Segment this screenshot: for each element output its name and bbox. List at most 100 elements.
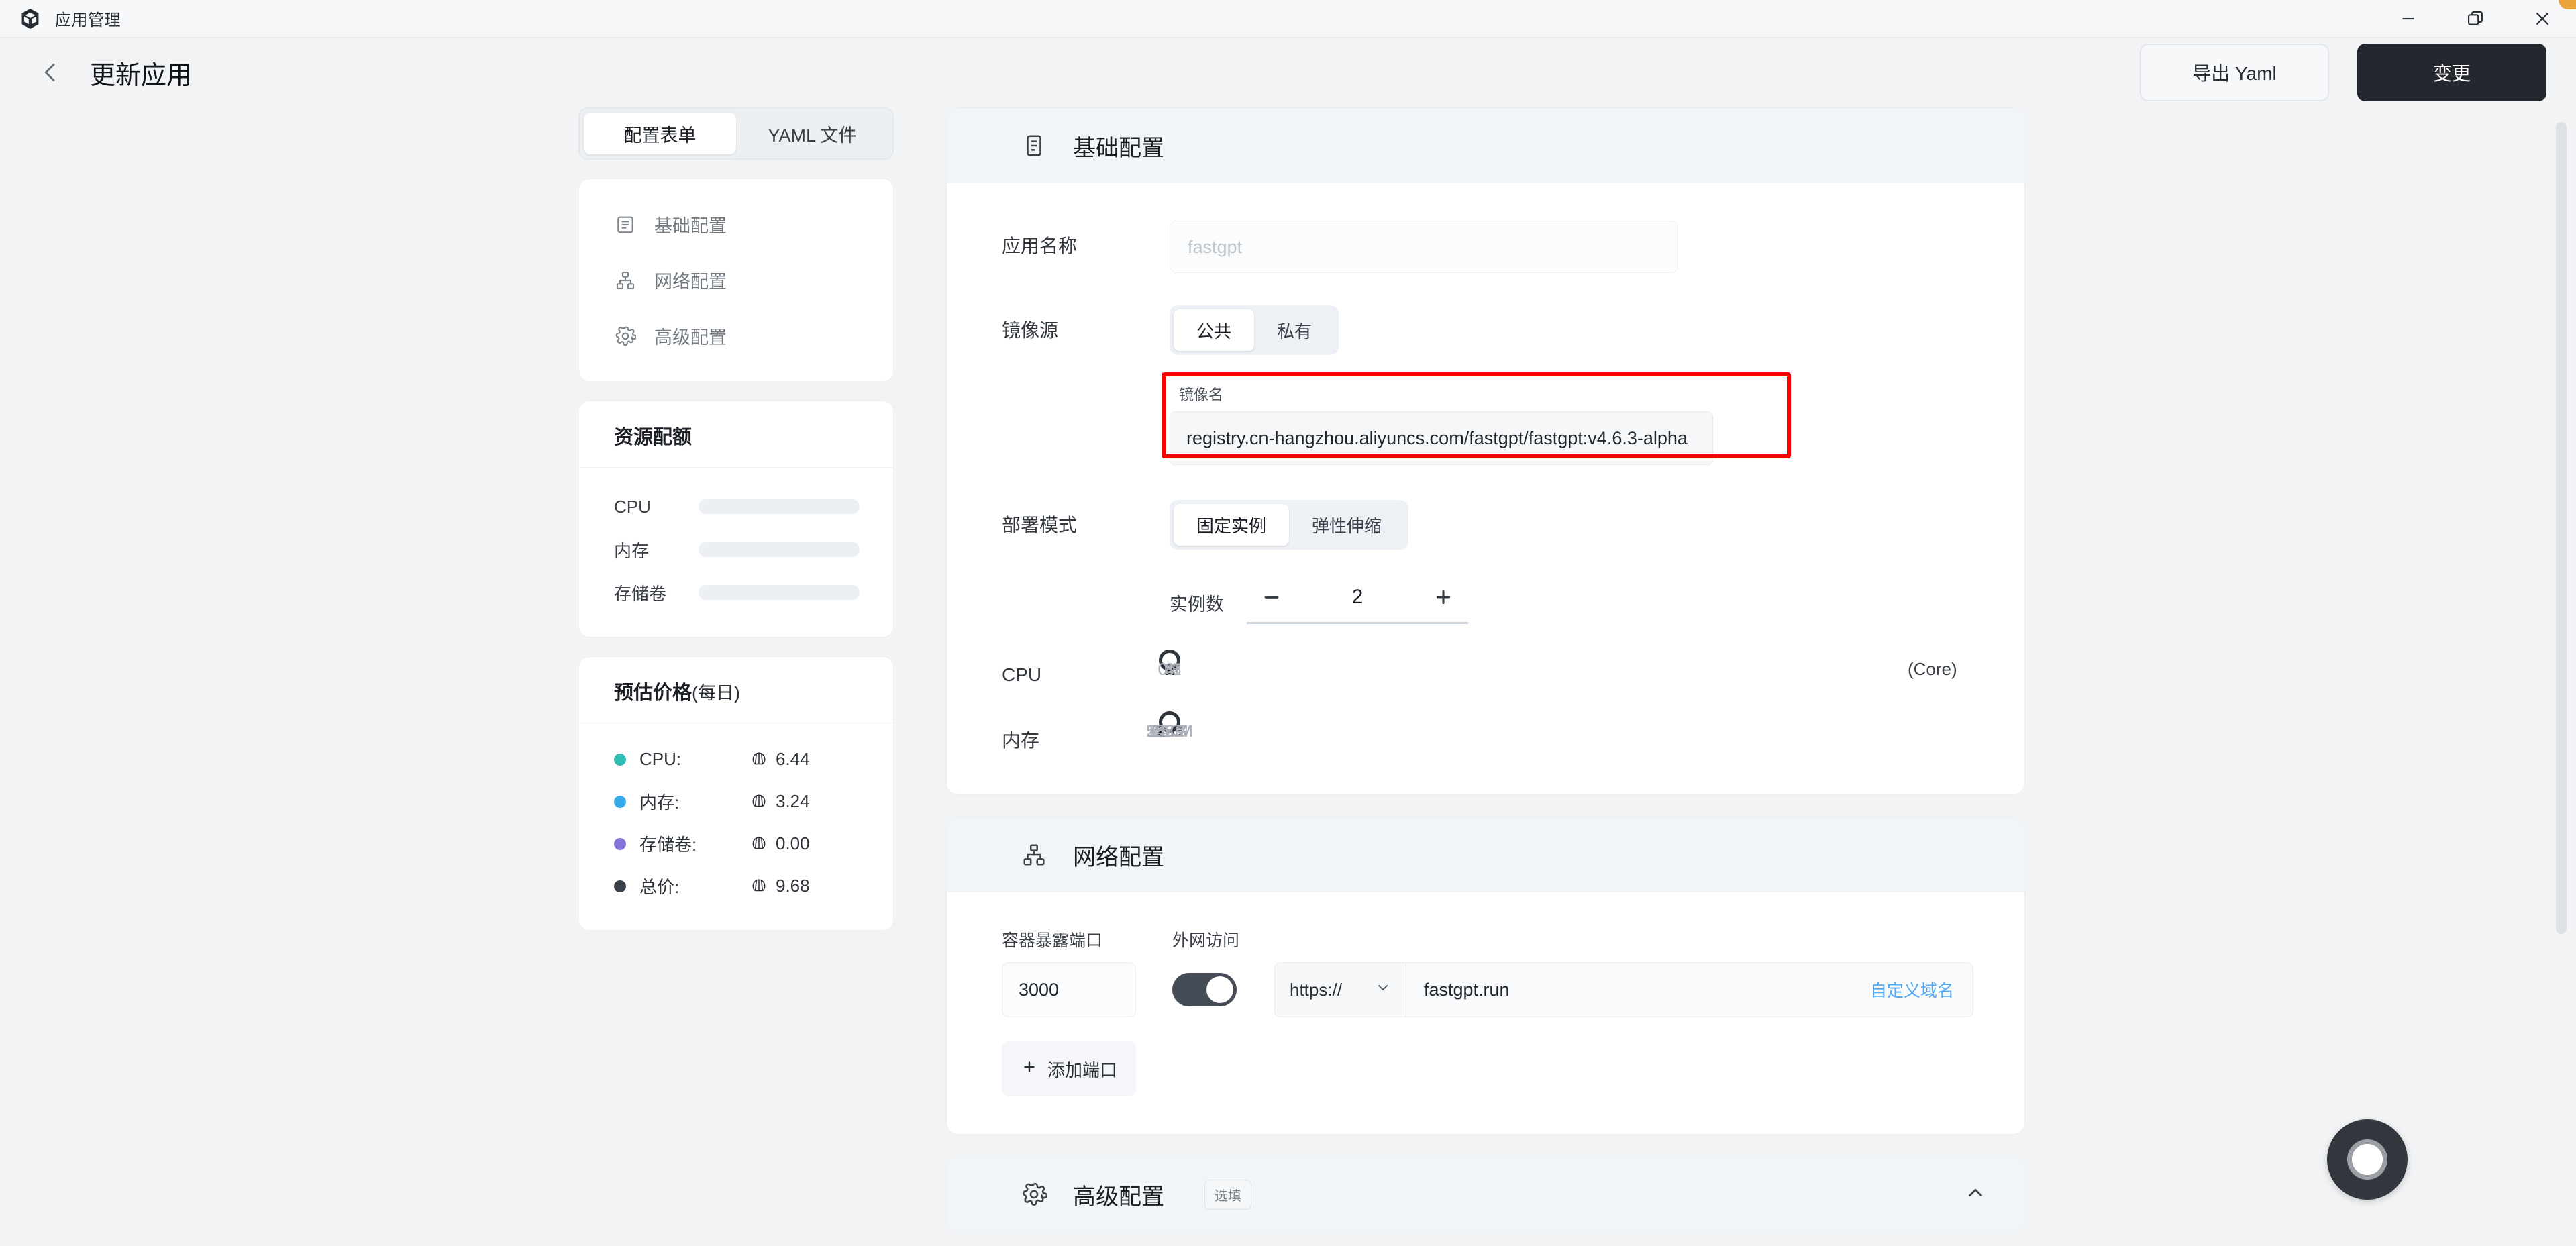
minimize-button[interactable] [2375,0,2442,38]
slider-tick-label[interactable]: 8 [1165,660,1174,679]
slider-tick-label[interactable]: 512 M [1146,722,1193,741]
apply-change-button[interactable]: 变更 [2357,44,2546,101]
deploy-mode-elastic[interactable]: 弹性伸缩 [1312,515,1382,536]
memory-slider-thumb[interactable] [1159,711,1180,733]
deploy-mode-fixed[interactable]: 固定实例 [1174,504,1290,546]
quota-label: 存储卷 [614,583,667,604]
gear-icon [614,325,637,348]
deploy-mode-segmented: 固定实例 弹性伸缩 [1170,500,1409,550]
header-actions: 导出 Yaml 变更 [2140,44,2546,101]
estimated-price-card: 预估价格(每日) CPU: 6.44 内存: [578,656,894,931]
instance-count-row: 实例数 2 [947,582,2024,624]
protocol-select[interactable]: https:// [1275,963,1406,1017]
slider-tick-label[interactable]: 64 M [1151,722,1188,741]
form-mode-tabs: 配置表单 YAML 文件 [578,107,894,160]
container-port-label: 容器暴露端口 [1002,931,1103,950]
slider-tick-label[interactable]: 128 M [1146,722,1193,741]
instance-count-label: 实例数 [1170,594,1224,615]
slider-tick-label[interactable]: 8 G [1155,722,1184,741]
public-access-label: 外网访问 [1172,931,1240,950]
cpu-slider-thumb[interactable] [1159,650,1180,671]
quota-label: CPU [614,496,651,517]
close-button[interactable] [2509,0,2576,38]
slider-tick-label[interactable]: 0.2 [1157,660,1182,679]
plus-icon[interactable] [1428,582,1459,613]
slider-tick-label[interactable]: 1 [1165,660,1174,679]
slider-tick-label[interactable]: 0.5 [1157,660,1182,679]
memory-slider-label: 内存 [1002,730,1040,751]
public-host-input[interactable]: fastgpt.run [1406,963,1870,1017]
tab-yaml-file[interactable]: YAML 文件 [768,125,857,146]
price-label: 内存: [639,792,680,813]
basic-config-title: 基础配置 [1073,135,1164,161]
price-dot [614,795,626,808]
add-port-label: 添加端口 [1047,1059,1117,1080]
container-port-input[interactable]: 3000 [1002,962,1136,1017]
chevron-up-icon[interactable] [1964,1182,1987,1208]
add-port-button[interactable]: 添加端口 [1002,1041,1136,1096]
app-name-input[interactable]: fastgpt [1170,221,1678,273]
sidebar-item-network-config[interactable]: 网络配置 [579,252,893,308]
price-row: 存储卷: 0.00 [614,823,860,865]
slider-tick-label[interactable]: 4 G [1155,722,1184,741]
estimated-price-body: CPU: 6.44 内存: 3.24 [579,723,893,930]
protocol-value: https:// [1290,979,1343,1000]
image-name-group: 镜像名 registry.cn-hangzhou.aliyuncs.com/fa… [947,372,2024,465]
left-sidebar: 配置表单 YAML 文件 基础配置 网络配置 [578,107,894,1246]
resource-quota-card: 资源配额 CPU 内存 存储卷 [578,401,894,637]
slider-tick-label[interactable]: 2 [1165,660,1174,679]
slider-tick-label[interactable]: 16 G [1151,722,1188,741]
price-value-group: 9.68 [750,876,810,896]
instance-count-value[interactable]: 2 [1351,586,1363,608]
window-titlebar: 应用管理 [0,0,2576,38]
price-amount: 3.24 [776,791,810,811]
cursor-ring-inner [2347,1139,2387,1180]
export-yaml-button[interactable]: 导出 Yaml [2140,44,2329,101]
network-nodes-icon [1021,841,1047,868]
price-row: 总价: 9.68 [614,865,860,907]
sidebar-item-advanced-config[interactable]: 高级配置 [579,308,893,364]
restore-button[interactable] [2442,0,2509,38]
price-dot [614,753,626,766]
plus-icon [1021,1058,1038,1080]
advanced-config-panel[interactable]: 高级配置 选填 [946,1156,2025,1233]
slider-tick-label[interactable]: 2 G [1155,722,1184,741]
price-label: CPU: [639,749,682,769]
price-label: 总价: [639,877,680,897]
gear-icon [1021,1181,1047,1208]
network-config-header: 网络配置 [947,817,2024,892]
network-config-title: 网络配置 [1073,844,1164,870]
advanced-config-header[interactable]: 高级配置 选填 [947,1157,2024,1232]
chevron-down-icon [1375,980,1391,1000]
slider-tick-label[interactable]: 0.1 [1157,660,1182,679]
basic-config-body: 应用名称 fastgpt 镜像源 公共 私有 镜像名 registry.cn-h… [947,183,2024,794]
estimated-price-title: 预估价格(每日) [579,657,893,723]
page-scrollbar[interactable] [2556,122,2567,934]
price-value-group: 6.44 [750,749,810,770]
minus-icon[interactable] [1256,582,1287,613]
image-source-public[interactable]: 公共 [1174,309,1255,351]
price-label: 存储卷: [639,835,697,855]
sidebar-item-label: 基础配置 [654,216,727,236]
cpu-slider-row: CPU 0.1 0.2 0.5 1 2 3 4 8 (Core) [947,650,2024,686]
price-row: 内存: 3.24 [614,780,860,823]
price-dot [614,880,626,892]
window-controls [2375,0,2576,38]
image-name-caption: 镜像名 [1179,386,1224,403]
image-source-private[interactable]: 私有 [1277,321,1312,342]
cpu-slider-label: CPU [1002,664,1042,685]
sidebar-item-basic-config[interactable]: 基础配置 [579,197,893,252]
app-title: 应用管理 [55,11,121,30]
image-name-input[interactable]: registry.cn-hangzhou.aliyuncs.com/fastgp… [1170,411,1713,465]
slider-tick-label[interactable]: 1 G [1155,722,1184,741]
slider-tick-label[interactable]: 3 [1165,660,1174,679]
public-access-toggle[interactable] [1172,973,1237,1006]
quota-row: 内存 [614,528,860,571]
slider-tick-label[interactable]: 4 [1165,660,1174,679]
custom-domain-link[interactable]: 自定义域名 [1869,963,1973,1017]
slider-tick-label[interactable]: 256 M [1146,722,1193,741]
tab-config-form[interactable]: 配置表单 [584,113,736,154]
back-button[interactable] [35,57,66,88]
price-amount: 6.44 [776,749,810,769]
price-value-group: 0.00 [750,833,810,854]
